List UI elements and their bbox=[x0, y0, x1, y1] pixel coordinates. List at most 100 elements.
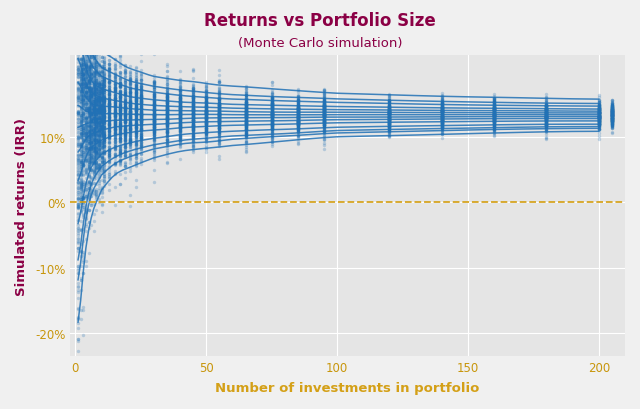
Point bbox=[115, 150, 125, 157]
Point bbox=[125, 123, 136, 129]
Point bbox=[88, 228, 99, 234]
Point bbox=[120, 99, 131, 106]
Point bbox=[131, 128, 141, 135]
Point bbox=[136, 95, 146, 101]
Point bbox=[201, 117, 211, 124]
Point bbox=[76, 183, 86, 190]
Point bbox=[267, 101, 277, 108]
Point bbox=[241, 144, 251, 151]
Point bbox=[76, 93, 86, 100]
Point bbox=[162, 108, 172, 114]
Point bbox=[607, 120, 617, 127]
Point bbox=[92, 91, 102, 98]
Point bbox=[94, 95, 104, 101]
Point bbox=[214, 90, 225, 97]
Point bbox=[73, 229, 83, 235]
Point bbox=[76, 4, 86, 10]
Point bbox=[149, 91, 159, 97]
Point bbox=[385, 105, 395, 111]
Point bbox=[319, 125, 329, 131]
Point bbox=[104, 119, 115, 125]
Point bbox=[175, 105, 185, 111]
Point bbox=[131, 121, 141, 127]
Point bbox=[131, 92, 141, 98]
Point bbox=[489, 119, 499, 126]
Point bbox=[81, 99, 91, 106]
Point bbox=[86, 202, 96, 209]
Point bbox=[385, 107, 395, 114]
Point bbox=[78, 163, 88, 169]
Point bbox=[436, 110, 447, 117]
Point bbox=[92, 100, 102, 106]
Point bbox=[162, 117, 172, 124]
Point bbox=[594, 105, 604, 111]
Point bbox=[489, 115, 499, 122]
Point bbox=[104, 140, 115, 147]
Point bbox=[104, 66, 115, 73]
Point bbox=[92, 85, 102, 92]
Point bbox=[94, 97, 104, 104]
Point bbox=[136, 135, 146, 141]
Point bbox=[104, 101, 115, 108]
Point bbox=[149, 102, 159, 108]
Point bbox=[162, 117, 172, 123]
Point bbox=[214, 131, 225, 138]
Point bbox=[607, 108, 617, 115]
Point bbox=[292, 122, 303, 129]
Point bbox=[436, 110, 447, 117]
Point bbox=[76, 160, 86, 167]
Point bbox=[78, 143, 88, 149]
Point bbox=[120, 146, 131, 153]
Point bbox=[88, 74, 99, 81]
Point bbox=[120, 129, 131, 135]
Point bbox=[188, 117, 198, 124]
Point bbox=[267, 95, 277, 102]
Point bbox=[175, 114, 185, 121]
Point bbox=[131, 153, 141, 159]
Point bbox=[109, 131, 120, 137]
Point bbox=[267, 109, 277, 116]
Point bbox=[78, 87, 88, 93]
Point bbox=[319, 110, 329, 117]
Point bbox=[241, 105, 251, 112]
Point bbox=[97, 101, 107, 108]
Point bbox=[607, 116, 617, 123]
Point bbox=[149, 107, 159, 114]
Point bbox=[267, 109, 277, 116]
Point bbox=[188, 144, 198, 150]
Point bbox=[76, 228, 86, 234]
Point bbox=[241, 129, 251, 136]
Point bbox=[125, 115, 136, 121]
Point bbox=[86, 132, 96, 138]
Point bbox=[175, 113, 185, 120]
Point bbox=[594, 115, 604, 122]
Point bbox=[81, 120, 91, 126]
Point bbox=[607, 112, 617, 119]
Point bbox=[78, 199, 88, 206]
Point bbox=[115, 128, 125, 135]
Point bbox=[81, 85, 91, 91]
Point bbox=[83, 76, 93, 83]
Point bbox=[319, 103, 329, 110]
Point bbox=[131, 112, 141, 119]
Point bbox=[149, 112, 159, 118]
Point bbox=[385, 95, 395, 102]
Point bbox=[436, 125, 447, 131]
Point bbox=[115, 89, 125, 95]
Point bbox=[104, 138, 115, 144]
Point bbox=[99, 75, 109, 82]
Point bbox=[175, 145, 185, 151]
Point bbox=[115, 110, 125, 117]
Point bbox=[319, 104, 329, 111]
Point bbox=[125, 101, 136, 107]
Point bbox=[385, 115, 395, 121]
Point bbox=[267, 136, 277, 143]
Point bbox=[76, 48, 86, 55]
Point bbox=[188, 115, 198, 121]
Point bbox=[319, 107, 329, 114]
Point bbox=[88, 110, 99, 116]
Point bbox=[241, 121, 251, 127]
Point bbox=[86, 70, 96, 77]
Point bbox=[115, 130, 125, 137]
Point bbox=[267, 121, 277, 128]
